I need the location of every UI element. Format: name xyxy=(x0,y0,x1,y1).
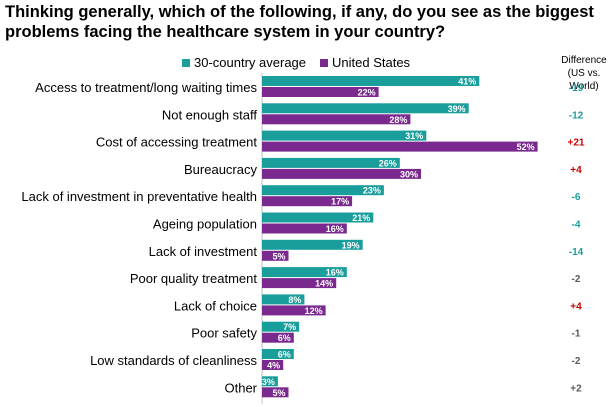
legend-label-world: 30-country average xyxy=(194,55,307,70)
value-label-world: 23% xyxy=(363,186,381,196)
difference-value: +4 xyxy=(570,165,582,176)
bar-world xyxy=(262,321,300,332)
value-label-world: 21% xyxy=(352,213,370,223)
bar-world xyxy=(262,267,347,278)
bar-us xyxy=(262,114,411,125)
value-label-world: 3% xyxy=(262,377,275,387)
difference-value: -14 xyxy=(569,247,584,258)
value-label-us: 6% xyxy=(278,333,291,343)
value-label-us: 16% xyxy=(326,224,344,234)
category-label: Lack of investment xyxy=(149,244,258,259)
category-label: Bureaucracy xyxy=(184,162,257,177)
value-label-world: 41% xyxy=(458,77,476,87)
bar-world xyxy=(262,349,294,359)
difference-value: +4 xyxy=(570,301,582,312)
difference-value: -12 xyxy=(569,110,584,121)
bar-world xyxy=(262,185,384,196)
value-label-us: 5% xyxy=(272,388,285,398)
value-label-world: 31% xyxy=(405,131,423,141)
value-label-us: 5% xyxy=(272,251,285,261)
bar-us xyxy=(262,387,289,398)
value-label-us: 14% xyxy=(315,279,333,289)
bar-us xyxy=(262,168,421,179)
bar-world xyxy=(262,212,374,223)
bar-us xyxy=(262,332,294,343)
value-label-us: 12% xyxy=(305,306,323,316)
chart-title: Thinking generally, which of the followi… xyxy=(5,3,594,41)
category-label: Ageing population xyxy=(153,217,257,232)
value-label-world: 7% xyxy=(283,322,296,332)
legend-item-us: United States xyxy=(320,55,410,70)
value-label-us: 17% xyxy=(331,197,349,207)
bar-world xyxy=(262,294,305,305)
legend-swatch-us xyxy=(320,58,329,67)
category-label: Low standards of cleanliness xyxy=(90,353,257,368)
category-label: Lack of investment in preventative healt… xyxy=(21,189,257,204)
difference-value: -19 xyxy=(569,83,584,94)
bar-world xyxy=(262,76,480,86)
value-label-us: 22% xyxy=(358,88,376,98)
legend-swatch-world xyxy=(182,58,190,67)
difference-value: -6 xyxy=(572,192,581,203)
category-label: Not enough staff xyxy=(162,107,258,122)
bar-us xyxy=(262,87,379,97)
value-label-world: 19% xyxy=(342,240,360,250)
bar-us xyxy=(262,250,289,261)
category-label: Access to treatment/long waiting times xyxy=(35,80,257,95)
difference-value: -2 xyxy=(572,356,581,367)
bar-us xyxy=(262,278,337,289)
difference-header-line1: Difference xyxy=(561,55,607,66)
bar-us xyxy=(262,305,326,316)
bar-us xyxy=(262,196,353,207)
value-label-us: 30% xyxy=(400,169,418,179)
bar-world xyxy=(262,130,427,141)
bar-world xyxy=(262,376,278,387)
bar-us xyxy=(262,223,347,234)
difference-value: +21 xyxy=(568,138,585,149)
bar-us xyxy=(262,141,538,152)
value-label-world: 26% xyxy=(379,158,397,168)
category-label: Poor quality treatment xyxy=(130,271,258,286)
difference-value: -2 xyxy=(572,274,581,285)
bar-world xyxy=(262,103,469,114)
value-label-us: 52% xyxy=(517,142,535,152)
value-label-world: 6% xyxy=(278,350,291,360)
bar-world xyxy=(262,157,400,168)
value-label-world: 39% xyxy=(448,104,466,114)
category-label: Cost of accessing treatment xyxy=(96,135,258,150)
difference-value: -4 xyxy=(572,220,581,231)
difference-value: +2 xyxy=(570,383,582,394)
difference-header: Difference (US vs. World) xyxy=(553,54,615,93)
value-label-world: 16% xyxy=(326,268,344,278)
category-label: Lack of choice xyxy=(174,298,257,313)
category-label: Other xyxy=(224,380,257,395)
value-label-world: 8% xyxy=(288,295,301,305)
value-label-us: 4% xyxy=(267,361,280,371)
category-label: Poor safety xyxy=(191,326,257,341)
legend-item-world: 30-country average xyxy=(182,55,306,70)
bar-world xyxy=(262,239,363,250)
value-label-us: 28% xyxy=(389,115,407,125)
bar-us xyxy=(262,360,284,370)
difference-value: -1 xyxy=(572,329,581,340)
legend-label-us: United States xyxy=(332,55,411,70)
legend: 30-country average United States xyxy=(182,55,410,70)
difference-header-line2: (US vs. World) xyxy=(567,68,601,92)
